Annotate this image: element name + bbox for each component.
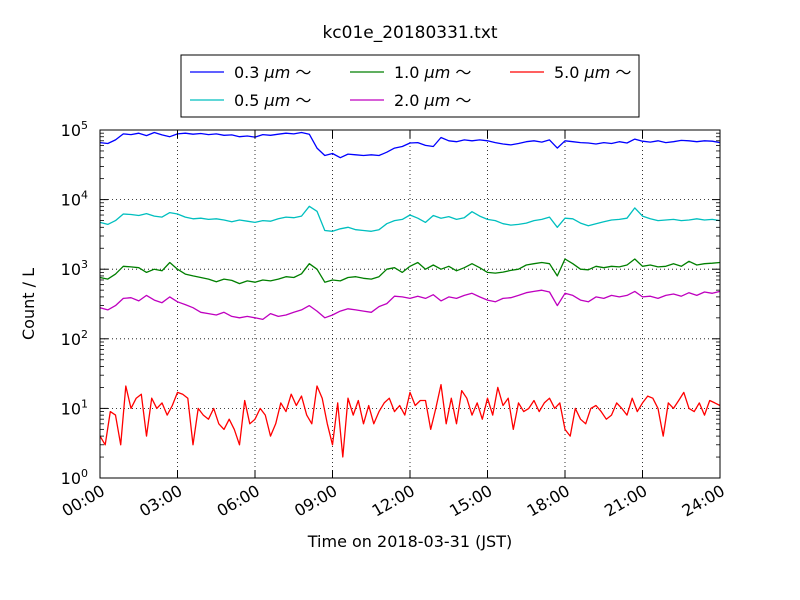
legend-box	[180, 54, 640, 118]
series-line	[99, 258, 721, 285]
legend-label-size: 0.5	[234, 91, 265, 110]
grid	[100, 130, 720, 478]
y-tick-base: 10	[61, 121, 81, 140]
series-line	[99, 205, 721, 232]
legend-label-tilde: ～	[450, 91, 471, 110]
y-tick-label: 103	[61, 258, 88, 279]
y-tick-exponent: 1	[81, 397, 88, 410]
legend-label-unit: μm	[424, 63, 451, 82]
y-tick-base: 10	[61, 469, 81, 488]
y-tick-base: 10	[61, 330, 81, 349]
y-tick-label: 100	[61, 467, 88, 488]
legend-label: 0.3 μm ～	[234, 63, 311, 82]
series-line	[99, 131, 721, 159]
series-lines	[99, 131, 721, 458]
y-tick-exponent: 5	[81, 119, 88, 132]
legend-label-tilde: ～	[290, 91, 311, 110]
legend-label: 5.0 μm ～	[554, 63, 631, 82]
chart-title: kc01e_20180331.txt	[322, 23, 497, 43]
x-axis-label: Time on 2018-03-31 (JST)	[307, 532, 512, 551]
legend-label-unit: μm	[424, 91, 451, 110]
series-line	[99, 289, 721, 321]
legend-label-unit: μm	[264, 91, 291, 110]
y-tick-base: 10	[61, 191, 81, 210]
y-tick-label: 102	[61, 328, 88, 349]
legend-label-size: 1.0	[394, 63, 425, 82]
y-tick-exponent: 2	[81, 328, 88, 341]
y-tick-label: 105	[61, 119, 88, 140]
y-tick-label: 104	[61, 189, 88, 210]
legend-label-unit: μm	[264, 63, 291, 82]
legend-label: 2.0 μm ～	[394, 91, 471, 110]
legend-label-unit: μm	[584, 63, 611, 82]
legend-label-size: 5.0	[554, 63, 585, 82]
axis-ticks	[99, 129, 721, 479]
series-line	[99, 383, 721, 458]
y-tick-exponent: 3	[81, 258, 88, 271]
y-tick-base: 10	[61, 399, 81, 418]
legend-label: 0.5 μm ～	[234, 91, 311, 110]
legend-label-tilde: ～	[610, 63, 631, 82]
y-tick-exponent: 4	[81, 189, 88, 202]
legend-label-tilde: ～	[450, 63, 471, 82]
y-axis-label: Count / L	[19, 268, 38, 340]
legend-label: 1.0 μm ～	[394, 63, 471, 82]
legend-label-tilde: ～	[290, 63, 311, 82]
legend-label-size: 2.0	[394, 91, 425, 110]
legend-label-size: 0.3	[234, 63, 265, 82]
legend: 0.3 μm ～0.5 μm ～1.0 μm ～2.0 μm ～5.0 μm ～	[180, 54, 640, 118]
y-tick-label: 101	[61, 397, 88, 418]
y-tick-base: 10	[61, 260, 81, 279]
y-tick-exponent: 0	[81, 467, 88, 480]
